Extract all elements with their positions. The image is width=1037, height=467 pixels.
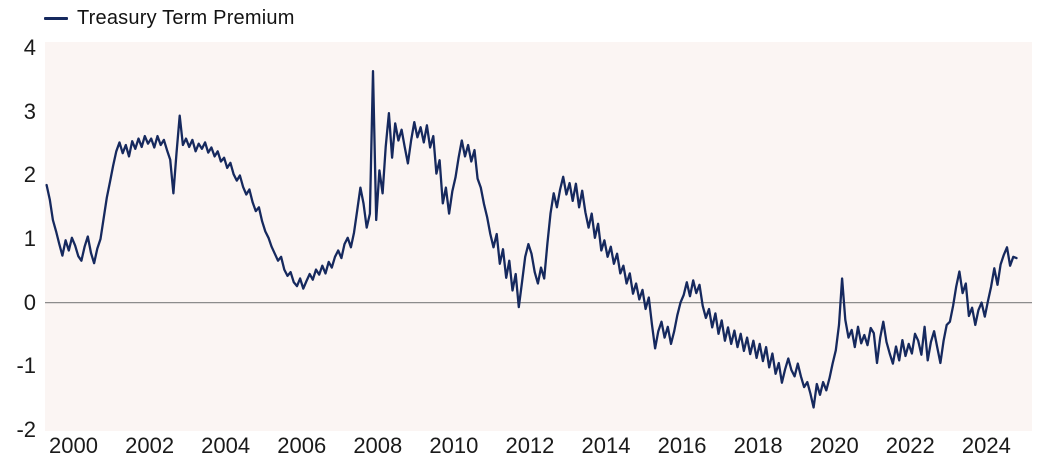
x-axis-tick-label: 2022	[885, 433, 935, 458]
x-axis-tick-label: 2020	[809, 433, 859, 458]
x-axis-tick-label: 2000	[49, 433, 98, 458]
y-axis-tick-label: 4	[23, 35, 36, 61]
x-axis-tick-label: 2024	[961, 433, 1011, 458]
x-axis-tick-label: 2002	[125, 433, 175, 458]
x-axis-tick-label: 2014	[581, 433, 631, 458]
x-axis-tick-label: 2010	[429, 433, 479, 458]
term-premium-line	[45, 70, 1018, 409]
x-axis-tick-label: 2018	[733, 433, 783, 458]
y-axis-tick-label: -1	[16, 353, 36, 379]
y-axis-tick-label: 0	[23, 289, 36, 315]
y-axis-tick-label: 2	[23, 162, 36, 188]
legend: Treasury Term Premium	[44, 5, 295, 31]
x-axis-tick-label: 2006	[277, 433, 327, 458]
y-axis-tick-label: 3	[23, 98, 36, 124]
y-axis-tick-label: -2	[16, 416, 36, 442]
legend-label: Treasury Term Premium	[77, 6, 295, 29]
legend-line-swatch	[44, 16, 68, 20]
x-axis-tick-label: 2004	[201, 433, 251, 458]
x-axis-tick-label: 2008	[353, 433, 403, 458]
x-axis-tick-label: 2012	[505, 433, 555, 458]
plot-area	[45, 42, 1032, 431]
y-axis-tick-label: 1	[23, 226, 36, 252]
x-axis-tick-label: 2016	[657, 433, 707, 458]
